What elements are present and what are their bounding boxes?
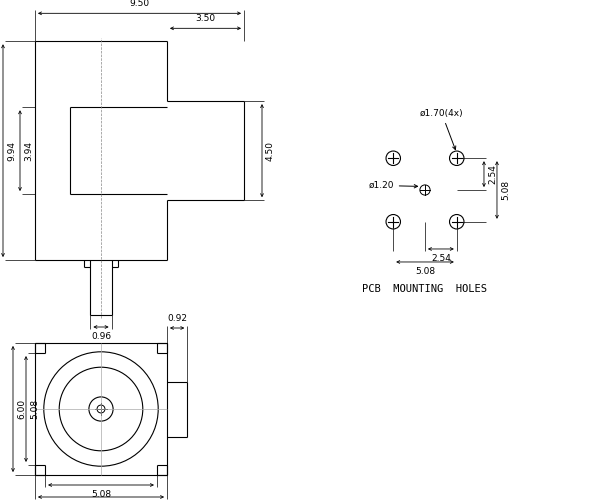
Text: 5.08: 5.08 [91,490,111,499]
Text: 0.92: 0.92 [167,314,187,323]
Text: PCB  MOUNTING  HOLES: PCB MOUNTING HOLES [362,284,487,294]
Text: 6.00: 6.00 [17,399,26,419]
Text: 5.08: 5.08 [415,267,435,276]
Text: 2.54: 2.54 [488,164,497,184]
Text: ø1.70(4x): ø1.70(4x) [420,109,464,150]
Text: 5.08: 5.08 [501,180,510,200]
Text: 4.50: 4.50 [266,140,275,160]
Text: ø1.20: ø1.20 [368,181,418,190]
Text: 3.50: 3.50 [196,14,215,24]
Text: 0.96: 0.96 [91,332,111,341]
Text: 3.94: 3.94 [24,140,33,160]
Text: 9.50: 9.50 [130,0,149,8]
Text: 9.94: 9.94 [7,140,16,160]
Text: 2.54: 2.54 [431,254,451,263]
Text: 5.08: 5.08 [30,399,39,419]
